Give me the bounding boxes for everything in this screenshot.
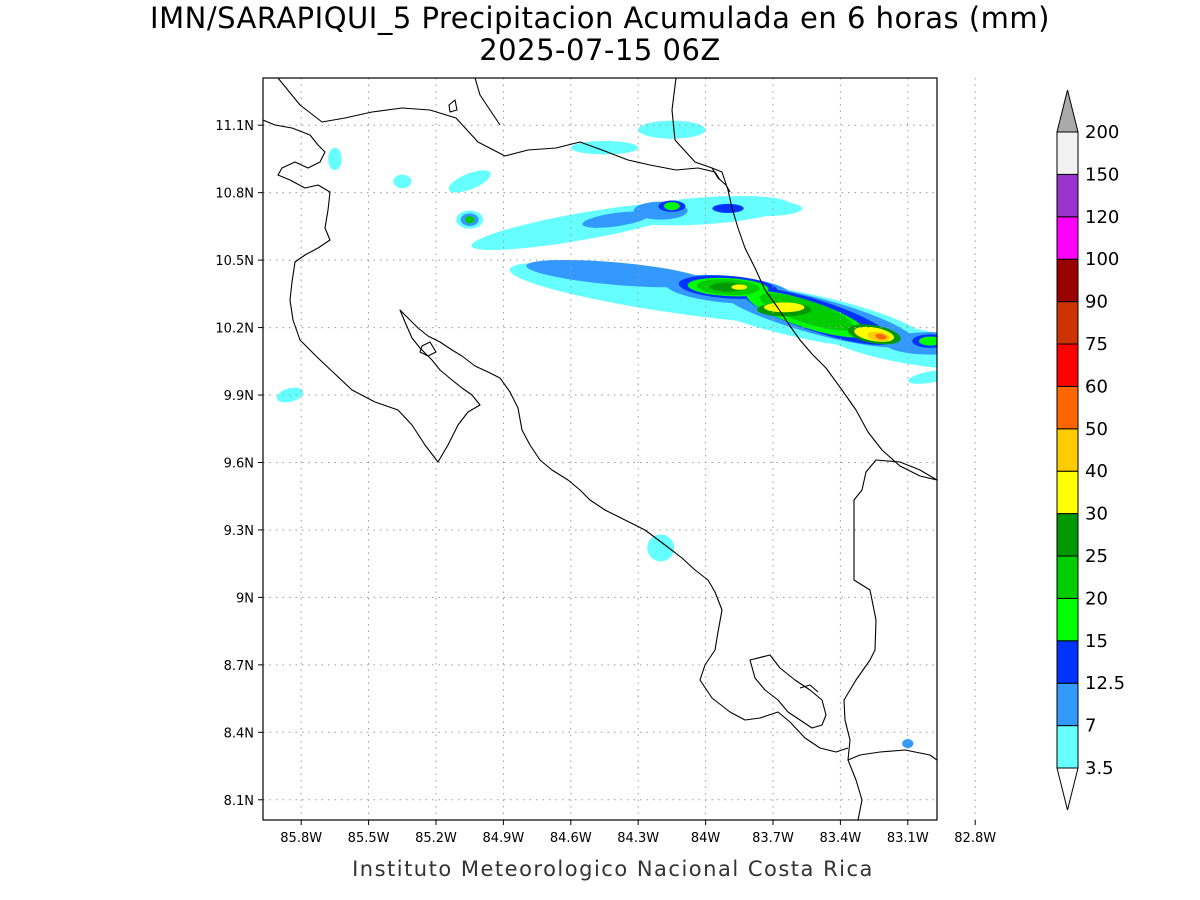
colorbar-swatch — [1056, 428, 1079, 472]
lat-tick-label: 8.7N — [224, 659, 254, 674]
colorbar-swatch — [1056, 725, 1079, 769]
lake-shore — [474, 78, 501, 126]
lon-tick-label: 85.2W — [415, 831, 457, 846]
lat-tick-label: 10.5N — [215, 254, 254, 269]
golfito-coast — [799, 684, 819, 693]
colorbar-swatch — [1056, 343, 1079, 387]
precip-cell-11 — [647, 534, 675, 562]
lon-tick-label: 83.7W — [752, 831, 794, 846]
lat-tick-label: 9.9N — [224, 389, 254, 404]
lat-tick-label: 9.6N — [224, 456, 254, 471]
precip-cell-15 — [570, 140, 639, 155]
lon-tick-label: 83.1W — [887, 831, 929, 846]
lon-tick-label: 84.3W — [617, 831, 659, 846]
lat-tick-label: 9N — [236, 591, 254, 606]
colorbar-label: 7 — [1085, 716, 1096, 737]
precip-cell-12 — [955, 424, 973, 433]
colorbar-label: 25 — [1085, 546, 1108, 567]
latitude-ticks: 11.1N 10.8N 10.5N 10.2N 9.9N 9.6N 9.3N 9N 8.7N 8.… — [215, 119, 263, 809]
precip-cell-23 — [902, 739, 914, 749]
colorbar-label: 20 — [1085, 588, 1108, 609]
pacific-coast — [263, 119, 849, 753]
precip-cell-33 — [465, 216, 475, 224]
lon-tick-label: 85.8W — [280, 831, 322, 846]
precip-cell-8 — [328, 147, 342, 171]
precip-cell-29 — [664, 202, 680, 211]
colorbar-label: 90 — [1085, 292, 1108, 313]
precip-cell-41 — [731, 284, 748, 290]
coastline-layer — [263, 78, 937, 820]
lon-tick-label: 84.9W — [482, 831, 524, 846]
colorbar-over-arrow — [1056, 89, 1079, 133]
colorbar-label: 75 — [1085, 334, 1108, 355]
colorbar-swatch — [1056, 216, 1079, 260]
colorbar-label: 12.5 — [1085, 673, 1125, 694]
colorbar-swatch — [1056, 682, 1079, 727]
lat-tick-label: 10.2N — [215, 322, 254, 337]
caribbean-coast — [671, 78, 937, 481]
precip-cell-3 — [721, 200, 803, 217]
colorbar-under-arrow — [1056, 767, 1079, 811]
lat-tick-label: 11.1N — [215, 119, 254, 134]
lon-tick-label: 83.4W — [819, 831, 861, 846]
lat-tick-label: 8.4N — [224, 726, 254, 741]
precip-cell-39 — [764, 302, 805, 313]
lon-tick-label: 84.6W — [550, 831, 592, 846]
map-frame — [262, 77, 938, 821]
osa-peninsula — [749, 654, 827, 729]
colorbar-swatch — [1056, 131, 1079, 175]
colorbar-swatch — [1056, 301, 1079, 345]
lon-tick-label: 85.5W — [348, 831, 390, 846]
colorbar-swatch — [1056, 597, 1079, 642]
lon-tick-label: 82.8W — [954, 831, 996, 846]
precip-cell-14 — [638, 120, 706, 139]
lat-tick-label: 8.1N — [224, 794, 254, 809]
lat-tick-label: 10.8N — [215, 187, 254, 202]
colorbar-label: 15 — [1085, 631, 1108, 652]
precip-cell-13 — [908, 370, 937, 384]
colorbar-label: 200 — [1085, 122, 1119, 143]
panama-coast — [847, 749, 937, 761]
lat-tick-label: 9.3N — [224, 524, 254, 539]
precip-cell-0 — [448, 170, 491, 193]
colorbar: 3.5 7 12.5 15 20 25 30 40 50 60 75 90 100 120 150 200 — [1056, 89, 1125, 811]
lon-tick-label: 84W — [691, 831, 721, 846]
colorbar-label: 50 — [1085, 419, 1108, 440]
caribbean-bay — [711, 167, 731, 193]
lake-island — [448, 99, 458, 113]
panama-border — [843, 459, 937, 820]
colorbar-swatch — [1056, 513, 1079, 557]
nicaragua-border — [277, 78, 721, 181]
colorbar-label: 40 — [1085, 461, 1108, 482]
map-title: IMN/SARAPIQUI_5 Precipitacion Acumulada … — [150, 1, 1050, 35]
colorbar-swatch — [1056, 640, 1079, 684]
colorbar-label: 100 — [1085, 249, 1119, 270]
colorbar-swatch — [1056, 470, 1079, 515]
precip-cell-9 — [393, 174, 412, 189]
credit-text: Instituto Meteorologico Nacional Costa R… — [352, 857, 874, 881]
precip-cell-43 — [875, 333, 887, 340]
graticule — [263, 78, 976, 820]
map-subtitle: 2025-07-15 06Z — [479, 33, 721, 67]
colorbar-label: 60 — [1085, 376, 1108, 397]
colorbar-label: 30 — [1085, 504, 1108, 525]
colorbar-label: 3.5 — [1085, 758, 1114, 779]
precip-cell-25 — [712, 203, 744, 213]
precip-cell-32 — [919, 336, 937, 346]
precipitation-layer — [276, 120, 973, 749]
colorbar-label: 150 — [1085, 164, 1119, 185]
colorbar-swatch — [1056, 385, 1079, 430]
precip-cell-17 — [582, 211, 650, 228]
longitude-ticks: 85.8W 85.5W 85.2W 84.9W 84.6W 84.3W 84W 83.7W 83… — [280, 820, 996, 846]
colorbar-swatch — [1056, 173, 1079, 218]
colorbar-label: 120 — [1085, 207, 1119, 228]
colorbar-swatch — [1056, 258, 1079, 303]
colorbar-swatch — [1056, 555, 1079, 599]
nicoya-gulf-island — [419, 341, 437, 357]
